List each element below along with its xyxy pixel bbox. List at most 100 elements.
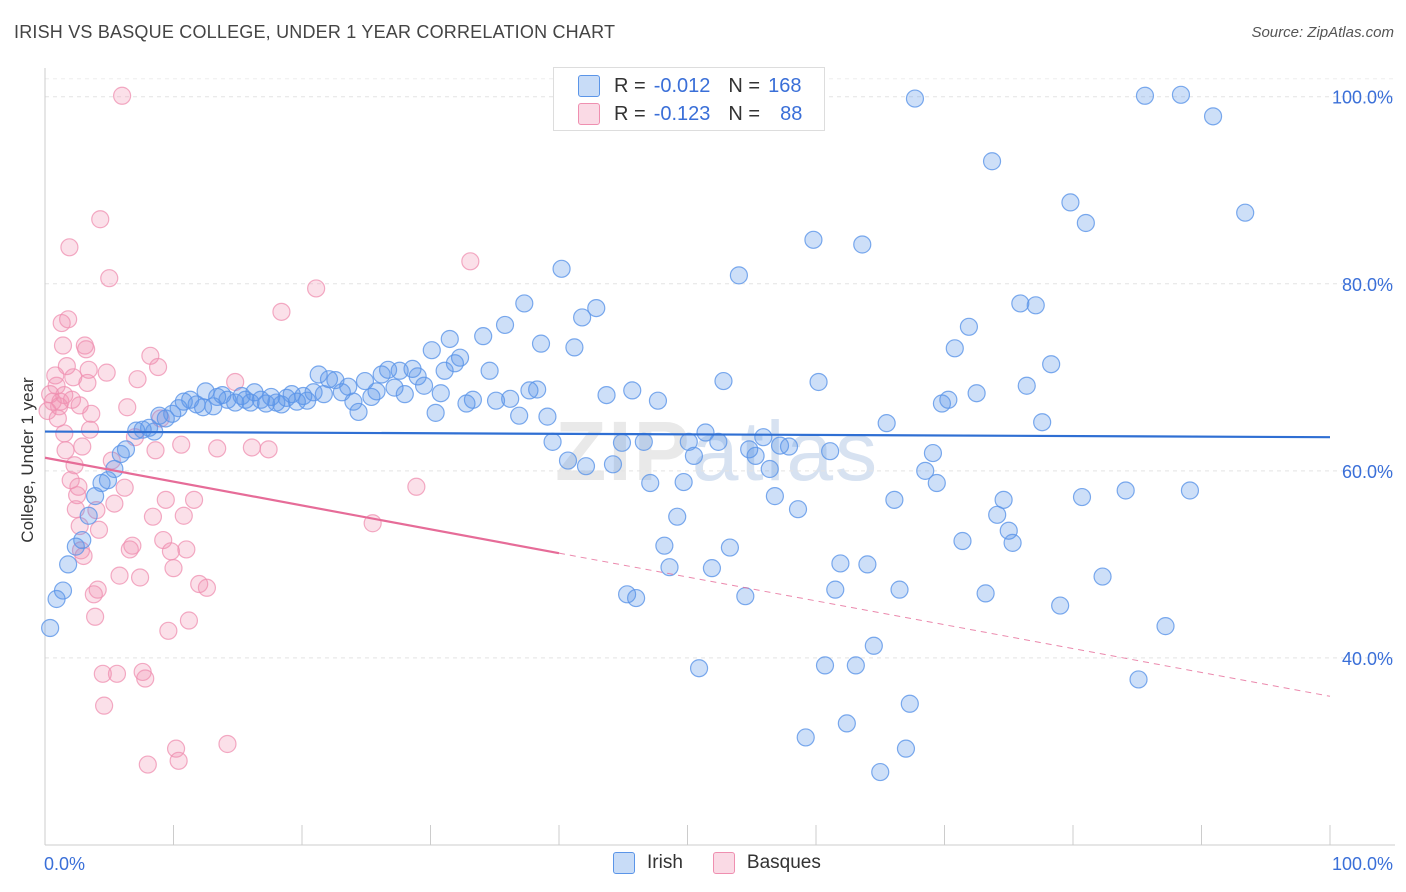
irish-point <box>788 500 808 519</box>
irish-point <box>474 327 493 346</box>
irish-point <box>660 558 679 577</box>
basques-point <box>407 477 426 496</box>
irish-points <box>41 85 1255 782</box>
chart-title: IRISH VS BASQUE COLLEGE, UNDER 1 YEAR CO… <box>14 22 616 42</box>
irish-point <box>486 391 506 410</box>
basques-point <box>112 86 132 105</box>
basques-point <box>91 210 110 229</box>
basques-point <box>156 490 175 509</box>
irish-point <box>684 446 704 465</box>
irish-point <box>1061 193 1080 212</box>
basques-point <box>53 336 73 355</box>
irish-point <box>623 381 642 400</box>
irish-point <box>815 656 835 675</box>
basques-point <box>164 559 183 578</box>
basques-point <box>461 252 480 271</box>
x-tick-label: 0.0% <box>44 854 85 874</box>
basques-point <box>80 420 100 439</box>
irish-point <box>612 433 632 452</box>
irish-point <box>395 385 414 404</box>
irish-point <box>641 473 660 493</box>
legend-basques-n: 88 <box>780 102 803 125</box>
irish-point <box>1093 567 1112 586</box>
basques-point <box>69 477 88 496</box>
watermark-atlas: atlas <box>691 404 880 498</box>
irish-point <box>905 89 925 108</box>
irish-point <box>994 490 1013 509</box>
legend-basques-label: Basques <box>746 852 821 873</box>
irish-point <box>362 387 381 407</box>
irish-point <box>501 389 520 408</box>
irish-point <box>959 317 979 336</box>
basques-point <box>184 490 204 509</box>
basques-point <box>93 664 112 683</box>
irish-point <box>538 407 557 426</box>
irish-point <box>976 584 995 603</box>
watermark: ZIPatlas <box>555 403 879 500</box>
irish-point <box>510 406 529 425</box>
y-tick-label: 60.0% <box>1342 462 1393 482</box>
irish-point <box>674 472 693 492</box>
irish-point <box>885 490 904 509</box>
irish-point <box>73 530 92 550</box>
irish-point <box>408 367 427 386</box>
irish-point <box>618 585 637 604</box>
basques-point <box>130 568 150 587</box>
irish-point <box>871 762 890 782</box>
irish-swatch <box>613 852 635 874</box>
irish-point <box>760 459 779 479</box>
basques-point <box>79 360 98 379</box>
basques-point <box>105 494 124 513</box>
irish-trend-line <box>44 430 1331 439</box>
irish-point <box>426 403 445 422</box>
irish-point <box>689 659 709 678</box>
trend-lines <box>44 430 1331 697</box>
irish-point <box>765 487 784 506</box>
legend-row-irish: R = -0.012 N = 168 <box>554 72 801 100</box>
basques-point <box>78 373 97 393</box>
irish-point <box>241 393 260 412</box>
legend-row-basques: R = -0.123 N = 88 <box>554 100 802 128</box>
basques-point <box>89 520 109 539</box>
irish-point <box>831 554 850 573</box>
irish-point <box>877 414 896 433</box>
irish-point <box>597 385 616 405</box>
irish-point <box>414 376 434 395</box>
basques-point <box>128 370 147 389</box>
irish-point <box>86 487 105 506</box>
legend-irish-label: Irish <box>647 852 683 873</box>
irish-point <box>939 390 958 409</box>
irish-point <box>896 739 916 758</box>
basques-point <box>59 310 78 329</box>
basques-trend-projection <box>558 552 1331 697</box>
irish-point <box>528 380 547 399</box>
irish-point <box>754 428 773 447</box>
irish-point <box>515 294 534 313</box>
legend-basques-r: -0.123 <box>653 102 711 125</box>
axes <box>44 68 1395 846</box>
legend-n-label: N = <box>728 74 761 97</box>
basques-swatch <box>578 103 600 125</box>
irish-point <box>344 392 363 411</box>
irish-point <box>809 372 828 392</box>
irish-point <box>520 381 539 400</box>
legend-item-irish[interactable]: Irish <box>613 852 683 874</box>
basques-point <box>174 506 193 525</box>
irish-point <box>603 455 623 474</box>
irish-point <box>1156 617 1175 636</box>
irish-point <box>736 587 755 606</box>
irish-point <box>435 361 454 380</box>
irish-point <box>319 370 339 389</box>
irish-point <box>1236 203 1255 222</box>
legend-item-basques[interactable]: Basques <box>712 852 821 874</box>
irish-point <box>668 507 687 526</box>
irish-point <box>853 235 872 254</box>
source-label: Source: ZipAtlas.com <box>1251 24 1394 41</box>
irish-point <box>450 348 470 367</box>
basques-point <box>110 566 129 585</box>
irish-point <box>59 555 78 574</box>
irish-point <box>565 338 584 357</box>
irish-point <box>1003 533 1022 552</box>
basques-point <box>123 536 142 555</box>
irish-point <box>804 230 823 249</box>
